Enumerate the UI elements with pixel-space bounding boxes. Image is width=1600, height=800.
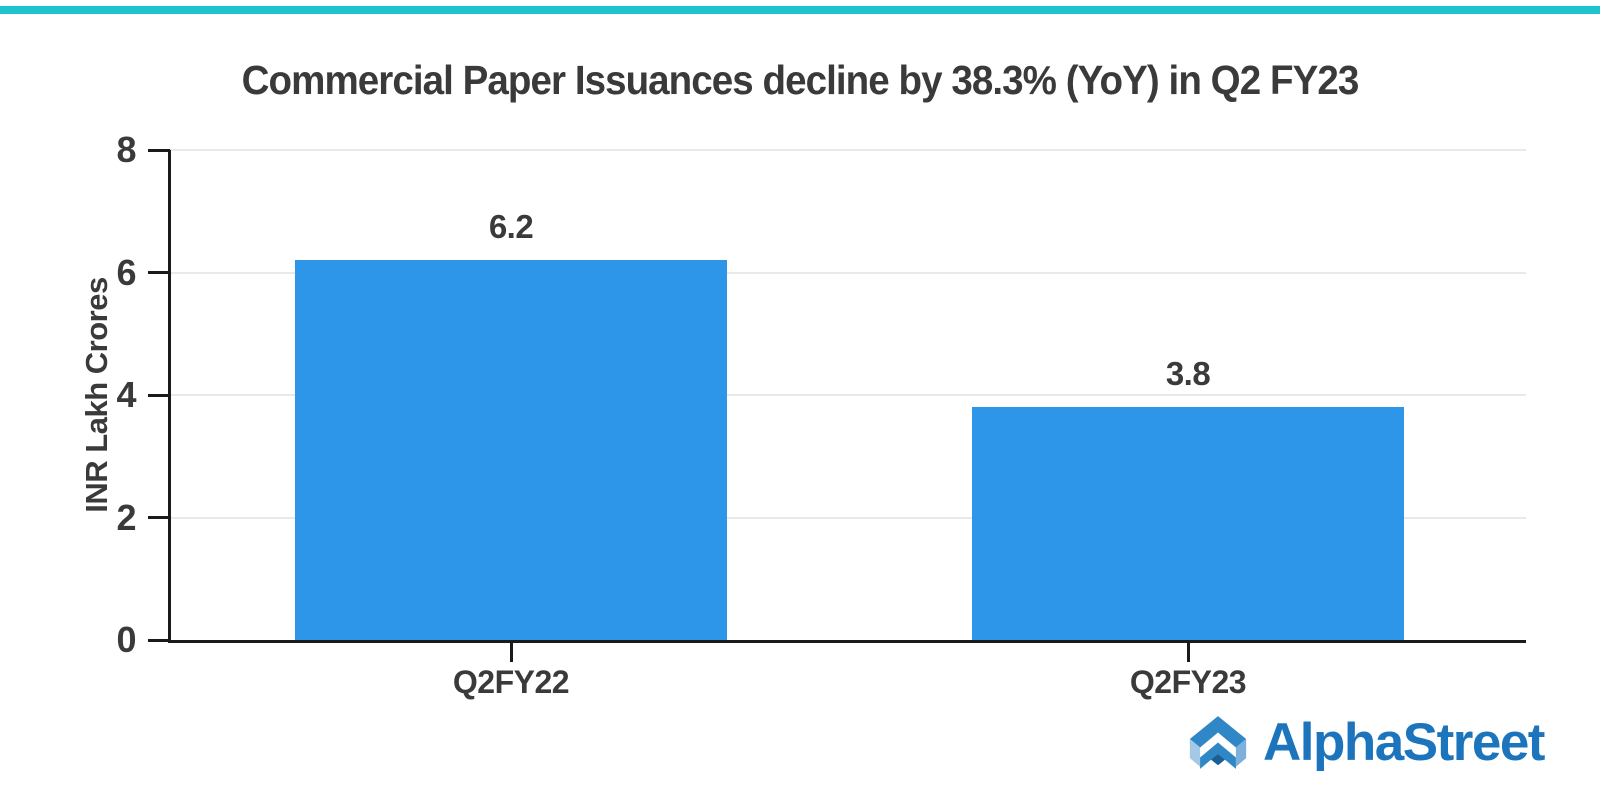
- brand-logo-text: AlphaStreet: [1263, 712, 1545, 772]
- x-tick-label: Q2FY22: [452, 664, 570, 700]
- y-tick-label: 0: [116, 619, 136, 660]
- y-tick-label: 6: [116, 251, 136, 293]
- y-axis-line: [168, 150, 171, 643]
- y-tick-label: 8: [116, 129, 136, 170]
- brand-logo: AlphaStreet: [1186, 710, 1545, 774]
- gridline: [170, 271, 1526, 274]
- y-tick: [148, 148, 170, 152]
- x-tick: [1186, 640, 1190, 662]
- x-axis-line: [168, 640, 1526, 643]
- chevron-roof-face: [1189, 715, 1247, 747]
- bar: [972, 407, 1404, 640]
- bar-value-label: 6.2: [488, 208, 534, 246]
- chevron-right-facet: [1235, 738, 1247, 767]
- x-tick-label: Q2FY23: [1129, 664, 1247, 700]
- gridline: [170, 516, 1526, 519]
- bar: [295, 260, 727, 640]
- y-tick: [148, 393, 170, 397]
- y-tick: [148, 271, 170, 274]
- alphastreet-chevron-icon: [1189, 715, 1247, 769]
- y-tick-label: 2: [116, 496, 136, 538]
- gridline: [170, 394, 1526, 396]
- bar-value-label: 3.8: [1165, 355, 1211, 393]
- top-accent-bar: [0, 6, 1600, 14]
- y-tick: [148, 638, 170, 642]
- gridline: [170, 149, 1526, 151]
- chart-title: Commercial Paper Issuances decline by 38…: [241, 57, 1360, 103]
- y-tick-label: 4: [116, 374, 136, 415]
- chevron-left-facet: [1189, 738, 1201, 767]
- y-tick: [148, 516, 170, 519]
- chevron-lower-band: [1200, 742, 1236, 769]
- x-tick: [509, 640, 513, 662]
